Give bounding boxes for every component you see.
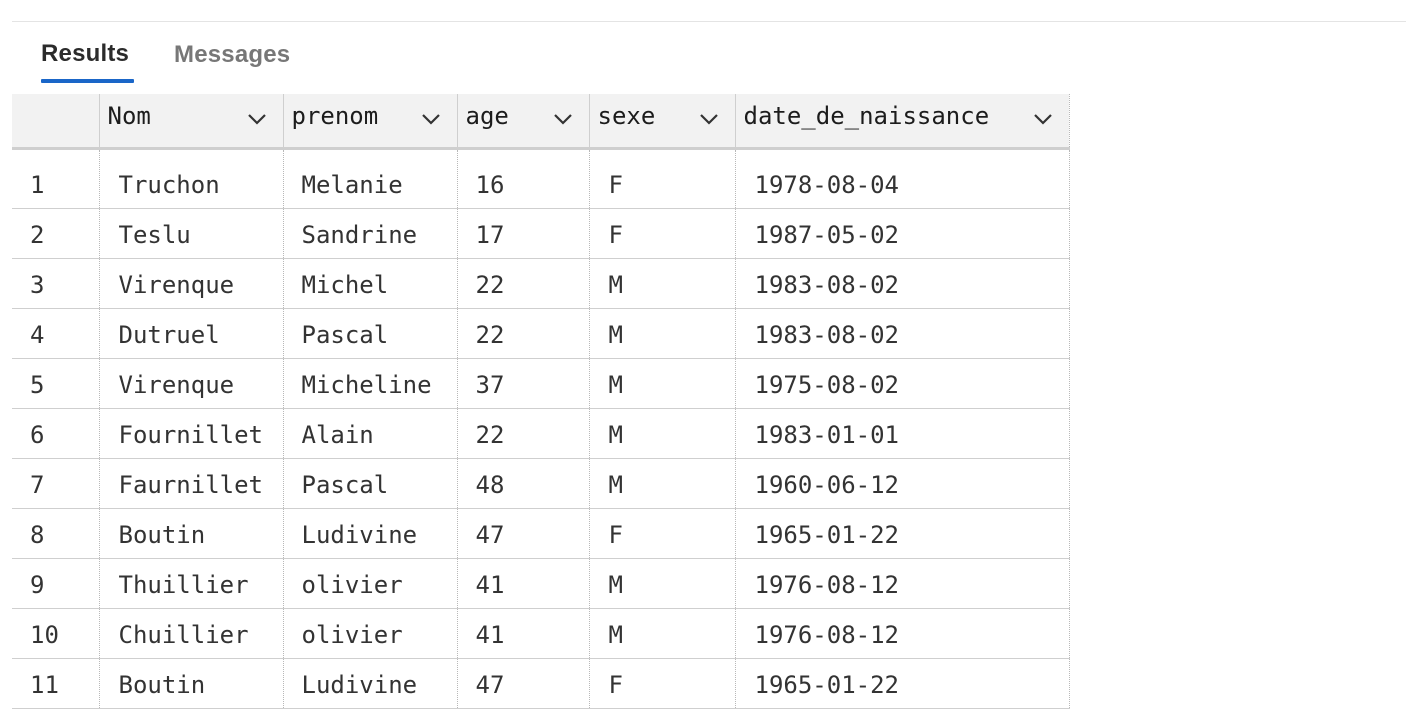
cell-nom[interactable]: Truchon: [99, 148, 284, 209]
cell-nom[interactable]: Dutruel: [99, 308, 284, 359]
cell-date-de-naissance[interactable]: 1978-08-04: [735, 148, 1070, 209]
column-header-label: Nom: [107, 102, 151, 130]
chevron-down-icon[interactable]: [1033, 113, 1053, 125]
cell-age[interactable]: 37: [457, 358, 590, 409]
table-row[interactable]: 6 Fournillet Alain 22 M 1983-01-01: [12, 408, 1070, 459]
cell-sexe[interactable]: M: [589, 258, 736, 309]
table-row[interactable]: 10 Chuillier olivier 41 M 1976-08-12: [12, 608, 1070, 659]
cell-sexe[interactable]: F: [589, 148, 736, 209]
cell-sexe[interactable]: F: [589, 658, 736, 709]
table-row[interactable]: 11 Boutin Ludivine 47 F 1965-01-22: [12, 658, 1070, 709]
cell-prenom[interactable]: Alain: [283, 408, 458, 459]
row-number: 3: [12, 258, 100, 309]
table-row[interactable]: 7 Faurnillet Pascal 48 M 1960-06-12: [12, 458, 1070, 509]
top-divider: [12, 21, 1406, 22]
cell-nom[interactable]: Fournillet: [99, 408, 284, 459]
cell-nom[interactable]: Virenque: [99, 258, 284, 309]
cell-age[interactable]: 47: [457, 658, 590, 709]
cell-age[interactable]: 17: [457, 208, 590, 259]
table-row[interactable]: 8 Boutin Ludivine 47 F 1965-01-22: [12, 508, 1070, 559]
table-row[interactable]: 2 Teslu Sandrine 17 F 1987-05-02: [12, 208, 1070, 259]
cell-age[interactable]: 16: [457, 148, 590, 209]
cell-sexe[interactable]: M: [589, 408, 736, 459]
cell-prenom[interactable]: olivier: [283, 558, 458, 609]
row-number: 7: [12, 458, 100, 509]
cell-sexe[interactable]: F: [589, 508, 736, 559]
cell-date-de-naissance[interactable]: 1983-01-01: [735, 408, 1070, 459]
cell-nom[interactable]: Boutin: [99, 658, 284, 709]
cell-date-de-naissance[interactable]: 1983-08-02: [735, 308, 1070, 359]
row-number: 2: [12, 208, 100, 259]
row-number: 10: [12, 608, 100, 659]
cell-prenom[interactable]: Ludivine: [283, 658, 458, 709]
cell-prenom[interactable]: Pascal: [283, 308, 458, 359]
cell-sexe[interactable]: M: [589, 608, 736, 659]
cell-nom[interactable]: Boutin: [99, 508, 284, 559]
cell-date-de-naissance[interactable]: 1983-08-02: [735, 258, 1070, 309]
row-number: 8: [12, 508, 100, 559]
cell-age[interactable]: 41: [457, 608, 590, 659]
row-number-header: [12, 94, 100, 150]
cell-date-de-naissance[interactable]: 1987-05-02: [735, 208, 1070, 259]
column-header-label: sexe: [597, 102, 656, 130]
column-header-sexe[interactable]: sexe: [589, 94, 736, 150]
cell-nom[interactable]: Thuillier: [99, 558, 284, 609]
cell-nom[interactable]: Faurnillet: [99, 458, 284, 509]
chevron-down-icon[interactable]: [421, 113, 441, 125]
column-header-label: date_de_naissance: [743, 102, 990, 130]
active-tab-indicator: [41, 79, 134, 83]
column-header-nom[interactable]: Nom: [99, 94, 284, 150]
column-header-date-de-naissance[interactable]: date_de_naissance: [735, 94, 1070, 150]
chevron-down-icon[interactable]: [247, 113, 267, 125]
cell-prenom[interactable]: Melanie: [283, 148, 458, 209]
cell-age[interactable]: 48: [457, 458, 590, 509]
cell-age[interactable]: 22: [457, 258, 590, 309]
grid-header-row: Nom prenom age sexe date_de_naissance: [12, 94, 1070, 150]
cell-sexe[interactable]: M: [589, 358, 736, 409]
row-number: 9: [12, 558, 100, 609]
cell-nom[interactable]: Virenque: [99, 358, 284, 409]
cell-date-de-naissance[interactable]: 1960-06-12: [735, 458, 1070, 509]
column-header-label: prenom: [291, 102, 379, 130]
chevron-down-icon[interactable]: [553, 113, 573, 125]
table-row[interactable]: 1 Truchon Melanie 16 F 1978-08-04: [12, 148, 1070, 209]
tab-messages[interactable]: Messages: [174, 41, 291, 68]
cell-sexe[interactable]: M: [589, 458, 736, 509]
cell-sexe[interactable]: M: [589, 308, 736, 359]
column-header-label: age: [465, 102, 509, 130]
cell-prenom[interactable]: Micheline: [283, 358, 458, 409]
cell-sexe[interactable]: F: [589, 208, 736, 259]
cell-date-de-naissance[interactable]: 1965-01-22: [735, 508, 1070, 559]
row-number: 6: [12, 408, 100, 459]
cell-nom[interactable]: Chuillier: [99, 608, 284, 659]
cell-sexe[interactable]: M: [589, 558, 736, 609]
table-row[interactable]: 3 Virenque Michel 22 M 1983-08-02: [12, 258, 1070, 309]
row-number: 4: [12, 308, 100, 359]
chevron-down-icon[interactable]: [699, 113, 719, 125]
table-row[interactable]: 4 Dutruel Pascal 22 M 1983-08-02: [12, 308, 1070, 359]
cell-prenom[interactable]: Sandrine: [283, 208, 458, 259]
tab-results[interactable]: Results: [41, 40, 130, 67]
cell-date-de-naissance[interactable]: 1976-08-12: [735, 558, 1070, 609]
column-header-age[interactable]: age: [457, 94, 590, 150]
column-header-prenom[interactable]: prenom: [283, 94, 458, 150]
row-number: 11: [12, 658, 100, 709]
cell-date-de-naissance[interactable]: 1976-08-12: [735, 608, 1070, 659]
table-row[interactable]: 9 Thuillier olivier 41 M 1976-08-12: [12, 558, 1070, 609]
cell-age[interactable]: 47: [457, 508, 590, 559]
cell-nom[interactable]: Teslu: [99, 208, 284, 259]
cell-age[interactable]: 22: [457, 408, 590, 459]
cell-prenom[interactable]: olivier: [283, 608, 458, 659]
cell-prenom[interactable]: Pascal: [283, 458, 458, 509]
cell-prenom[interactable]: Michel: [283, 258, 458, 309]
results-grid: Nom prenom age sexe date_de_naissance: [12, 94, 1070, 709]
cell-date-de-naissance[interactable]: 1975-08-02: [735, 358, 1070, 409]
cell-age[interactable]: 22: [457, 308, 590, 359]
cell-age[interactable]: 41: [457, 558, 590, 609]
cell-date-de-naissance[interactable]: 1965-01-22: [735, 658, 1070, 709]
row-number: 5: [12, 358, 100, 409]
table-row[interactable]: 5 Virenque Micheline 37 M 1975-08-02: [12, 358, 1070, 409]
row-number: 1: [12, 148, 100, 209]
cell-prenom[interactable]: Ludivine: [283, 508, 458, 559]
